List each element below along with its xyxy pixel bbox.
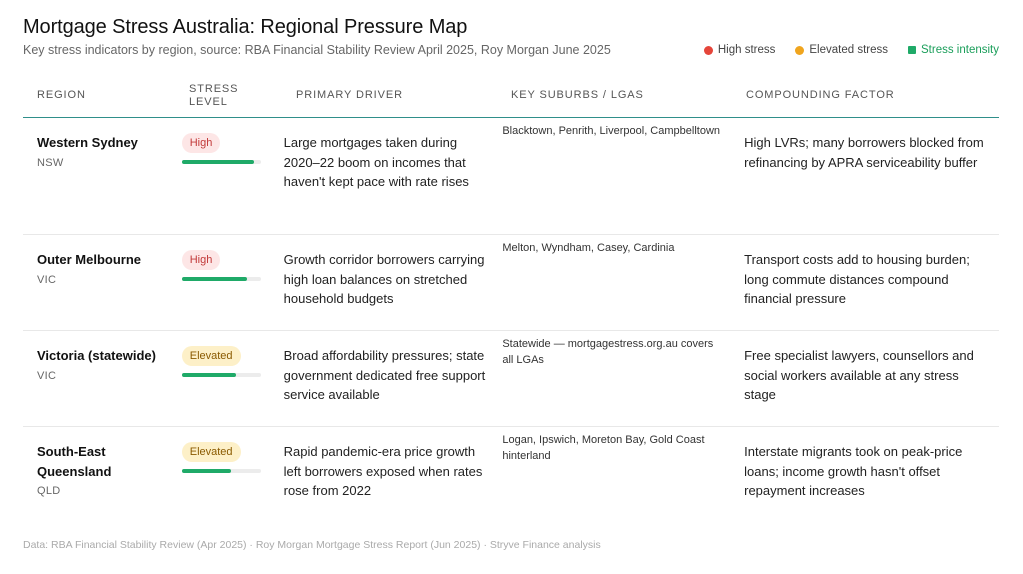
primary-driver: Growth corridor borrowers carrying high … <box>283 252 485 307</box>
intensity-bar <box>181 160 261 164</box>
header: Mortgage Stress Australia: Regional Pres… <box>23 14 999 58</box>
region-state: QLD <box>37 485 61 497</box>
stress-cell: High <box>181 118 284 234</box>
stress-cell: Elevated <box>181 427 284 523</box>
region-state: NSW <box>37 156 64 169</box>
table-body: Western Sydney NSW High Large mortgages … <box>23 118 999 523</box>
region-state: VIC <box>37 369 57 382</box>
header-key-suburbs: KEY SUBURBS / LGAS <box>511 89 644 101</box>
compounding-factor: Transport costs add to housing burden; l… <box>744 252 970 307</box>
page-subtitle: Key stress indicators by region, source:… <box>23 43 611 57</box>
intensity-bar-fill <box>181 373 237 377</box>
legend-item-high: High stress <box>703 44 776 56</box>
table-row: South-East Queensland QLD Elevated Rapid… <box>23 427 999 523</box>
region-cell: Western Sydney NSW <box>23 118 182 234</box>
legend-label-high: High stress <box>717 44 776 56</box>
stress-badge: Elevated <box>181 346 241 366</box>
header-stress-level: STRESS LEVEL <box>189 82 239 108</box>
header-compounding-factor: COMPOUNDING FACTOR <box>746 89 895 101</box>
key-suburbs: Statewide — mortgagestress.org.au covers… <box>502 338 714 366</box>
primary-driver: Broad affordability pressures; state gov… <box>283 348 486 403</box>
legend-item-intensity: Stress intensity <box>908 44 999 56</box>
intensity-bar-fill <box>181 160 255 164</box>
intensity-bar <box>181 277 261 281</box>
compounding-factor: Free specialist lawyers, counsellors and… <box>744 348 974 403</box>
legend-label-elevated: Elevated stress <box>809 44 889 56</box>
intensity-bar-fill <box>181 277 248 281</box>
primary-driver: Rapid pandemic-era price growth left bor… <box>283 444 483 499</box>
compounding-factor: Interstate migrants took on peak-price l… <box>744 444 963 499</box>
key-suburbs: Melton, Wyndham, Casey, Cardinia <box>502 242 675 254</box>
stress-cell: High <box>181 235 284 330</box>
table-header: REGION STRESS LEVEL PRIMARY DRIVER KEY S… <box>23 74 999 118</box>
legend-label-intensity: Stress intensity <box>921 44 999 56</box>
table-row: Outer Melbourne VIC High Growth corridor… <box>23 235 999 331</box>
header-primary-driver: PRIMARY DRIVER <box>296 89 403 101</box>
legend: High stress Elevated stress Stress inten… <box>703 44 999 56</box>
region-state: VIC <box>37 273 57 286</box>
region-name: Outer Melbourne <box>37 252 142 267</box>
region-name: Victoria (statewide) <box>37 348 156 363</box>
table-row: Western Sydney NSW High Large mortgages … <box>23 118 999 235</box>
stress-badge: High <box>181 133 221 153</box>
compounding-factor: High LVRs; many borrowers blocked from r… <box>744 135 984 170</box>
header-region: REGION <box>37 89 86 101</box>
intensity-bar <box>181 469 261 473</box>
region-cell: South-East Queensland QLD <box>23 427 182 523</box>
table-row: Victoria (statewide) VIC Elevated Broad … <box>23 331 999 427</box>
key-suburbs: Logan, Ipswich, Moreton Bay, Gold Coast … <box>502 434 705 462</box>
footer-source: Data: RBA Financial Stability Review (Ap… <box>23 539 601 551</box>
stress-badge: High <box>181 250 221 270</box>
stress-cell: Elevated <box>181 331 284 426</box>
region-cell: Victoria (statewide) VIC <box>23 331 182 426</box>
intensity-bar-fill <box>181 469 231 473</box>
region-cell: Outer Melbourne VIC <box>23 235 182 330</box>
page-title: Mortgage Stress Australia: Regional Pres… <box>23 16 468 38</box>
green-square-icon <box>908 46 917 54</box>
key-suburbs: Blacktown, Penrith, Liverpool, Campbellt… <box>502 125 721 137</box>
legend-item-elevated: Elevated stress <box>795 44 888 56</box>
stress-table: REGION STRESS LEVEL PRIMARY DRIVER KEY S… <box>23 74 999 523</box>
orange-dot-icon <box>795 45 805 55</box>
region-name: South-East Queensland <box>37 444 112 479</box>
intensity-bar <box>181 373 261 377</box>
red-dot-icon <box>703 45 713 55</box>
region-name: Western Sydney <box>37 135 138 150</box>
primary-driver: Large mortgages taken during 2020–22 boo… <box>283 135 469 190</box>
stress-badge: Elevated <box>181 442 241 462</box>
